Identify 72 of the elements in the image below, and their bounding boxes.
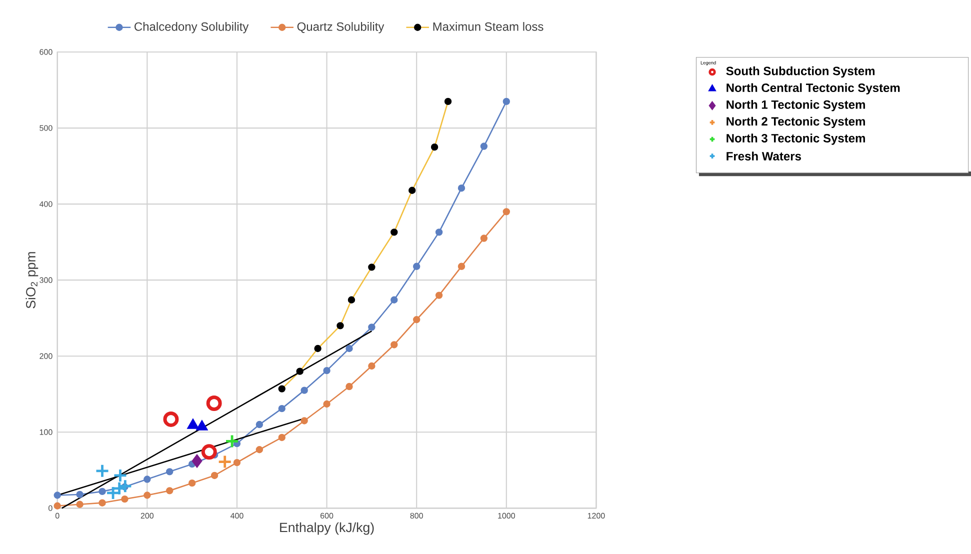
point bbox=[278, 434, 286, 442]
point bbox=[368, 324, 376, 332]
point bbox=[121, 496, 128, 503]
point bbox=[480, 142, 488, 150]
point bbox=[113, 468, 128, 483]
y-tick-label: 600 bbox=[40, 49, 52, 56]
point bbox=[166, 468, 174, 476]
point bbox=[323, 400, 330, 408]
point bbox=[95, 464, 110, 478]
point bbox=[256, 446, 264, 454]
point bbox=[206, 396, 222, 412]
point bbox=[390, 341, 398, 349]
point bbox=[106, 486, 120, 500]
x-tick-label: 400 bbox=[230, 513, 244, 519]
point bbox=[76, 491, 84, 498]
point bbox=[98, 488, 106, 496]
x-axis-title: Enthalpy (kJ/kg) bbox=[280, 522, 374, 536]
y-tick-label: 500 bbox=[40, 125, 52, 132]
legend-label: North 1 Tectonic System bbox=[726, 100, 865, 112]
point bbox=[144, 492, 151, 500]
point bbox=[224, 434, 240, 449]
point bbox=[163, 412, 179, 428]
point bbox=[300, 386, 308, 394]
point bbox=[166, 487, 174, 495]
legend-label: North 3 Tectonic System bbox=[726, 134, 865, 146]
point bbox=[502, 98, 510, 106]
x-tick-label: 1000 bbox=[498, 513, 515, 519]
point bbox=[502, 208, 510, 216]
point bbox=[480, 234, 488, 242]
point bbox=[54, 502, 61, 510]
legend-label: Maximun Steam loss bbox=[433, 22, 544, 32]
legend-label: Chalcedony Solubility bbox=[134, 22, 249, 34]
point bbox=[435, 228, 443, 236]
legend-label: South Subduction System bbox=[726, 66, 875, 78]
point bbox=[368, 362, 376, 370]
y-axis-title: SiO$_{2}$ ppm bbox=[26, 252, 38, 309]
y-tick-label: 0 bbox=[48, 506, 52, 512]
legend-label: North Central Tectonic System bbox=[726, 83, 900, 95]
point bbox=[218, 454, 232, 470]
point bbox=[412, 316, 420, 324]
y-tick-label: 400 bbox=[39, 201, 52, 208]
point bbox=[346, 345, 353, 352]
legend-label: North 2 Tectonic System bbox=[726, 117, 865, 128]
point bbox=[390, 296, 398, 304]
legend-label: Fresh Waters bbox=[726, 152, 801, 161]
x-tick-label: 200 bbox=[140, 513, 154, 519]
legend-label: Quartz Solubility bbox=[297, 22, 384, 34]
y-tick-label: 200 bbox=[40, 354, 52, 360]
y-tick-label: 300 bbox=[40, 277, 52, 284]
point bbox=[201, 444, 217, 460]
point bbox=[300, 417, 308, 425]
x-tick-label: 600 bbox=[320, 513, 334, 519]
point bbox=[210, 472, 218, 480]
point bbox=[233, 459, 241, 466]
point bbox=[76, 500, 84, 508]
point bbox=[435, 292, 443, 300]
point bbox=[188, 480, 196, 487]
point bbox=[256, 421, 264, 428]
point bbox=[458, 263, 466, 270]
x-tick-label: 800 bbox=[410, 513, 423, 519]
point bbox=[458, 184, 466, 192]
point bbox=[98, 499, 106, 507]
y-tick-label: 100 bbox=[40, 430, 52, 436]
point bbox=[346, 383, 353, 390]
point bbox=[412, 263, 420, 270]
point bbox=[192, 454, 202, 468]
point bbox=[278, 405, 286, 412]
x-tick-label: 0 bbox=[55, 513, 60, 519]
point bbox=[54, 492, 61, 500]
x-tick-label: 1200 bbox=[588, 513, 605, 519]
point bbox=[323, 367, 330, 374]
point bbox=[144, 476, 151, 484]
